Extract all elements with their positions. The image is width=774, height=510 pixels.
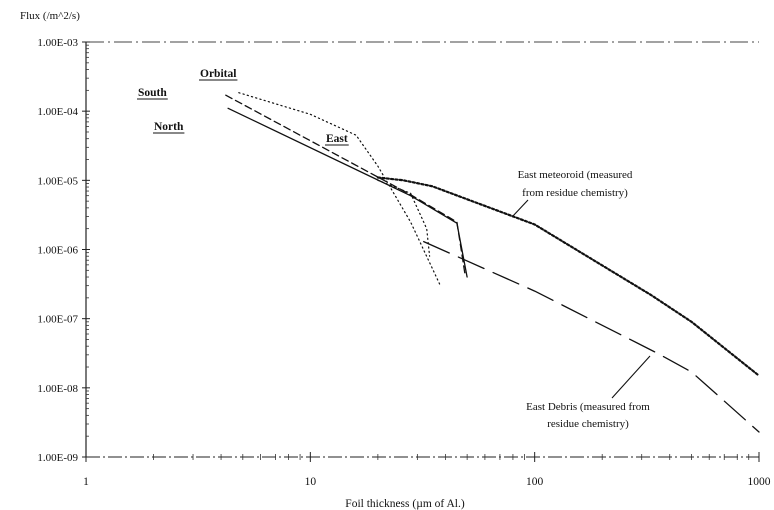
y-axis-label: Flux (/m^2/s) (20, 10, 80, 22)
series-east-meteoroid-measured-from-residue-chemistry (376, 176, 761, 377)
x-tick-label: 100 (526, 476, 544, 488)
annotation-label: Orbital (200, 68, 236, 80)
leader-line-debris (611, 355, 651, 399)
annotation-label: North (154, 121, 184, 133)
x-tick-label: 10 (305, 476, 317, 488)
annotation-label: residue chemistry) (547, 418, 629, 430)
annotation-label: from residue chemistry) (522, 187, 628, 199)
y-tick-label: 1.00E-05 (37, 175, 78, 187)
y-tick-label: 1.00E-09 (37, 452, 78, 464)
y-tick-label: 1.00E-07 (37, 314, 78, 326)
y-tick-label: 1.00E-04 (37, 106, 78, 118)
annotation-layer: Orbital South North East East meteoroid (mea… (137, 68, 651, 430)
y-tick-label: 1.00E-03 (37, 37, 78, 49)
y-tick-label: 1.00E-06 (37, 245, 78, 257)
series-layer (225, 92, 761, 433)
x-axis-label: Foil thickness (µm of Al.) (345, 498, 465, 510)
y-tick-label: 1.00E-08 (37, 383, 78, 395)
axes-layer: 1.00E-03 1.00E-04 1.00E-05 1.00E-06 1.00E-07… (37, 37, 770, 488)
annotation-label: South (138, 87, 167, 99)
annotation-label: East meteoroid (measured (518, 169, 633, 181)
series-orbital (238, 92, 441, 287)
series-north (227, 107, 468, 278)
series-south (225, 94, 466, 277)
annotation-label: East (326, 133, 348, 145)
annotation-label: East Debris (measured from (526, 401, 650, 413)
x-tick-label: 1000 (748, 476, 771, 488)
series-east-debris-measured-from-residue-chemistry (423, 240, 760, 433)
x-tick-label: 1 (83, 476, 89, 488)
series-east (377, 179, 431, 257)
leader-line-meteoroid (511, 199, 529, 218)
